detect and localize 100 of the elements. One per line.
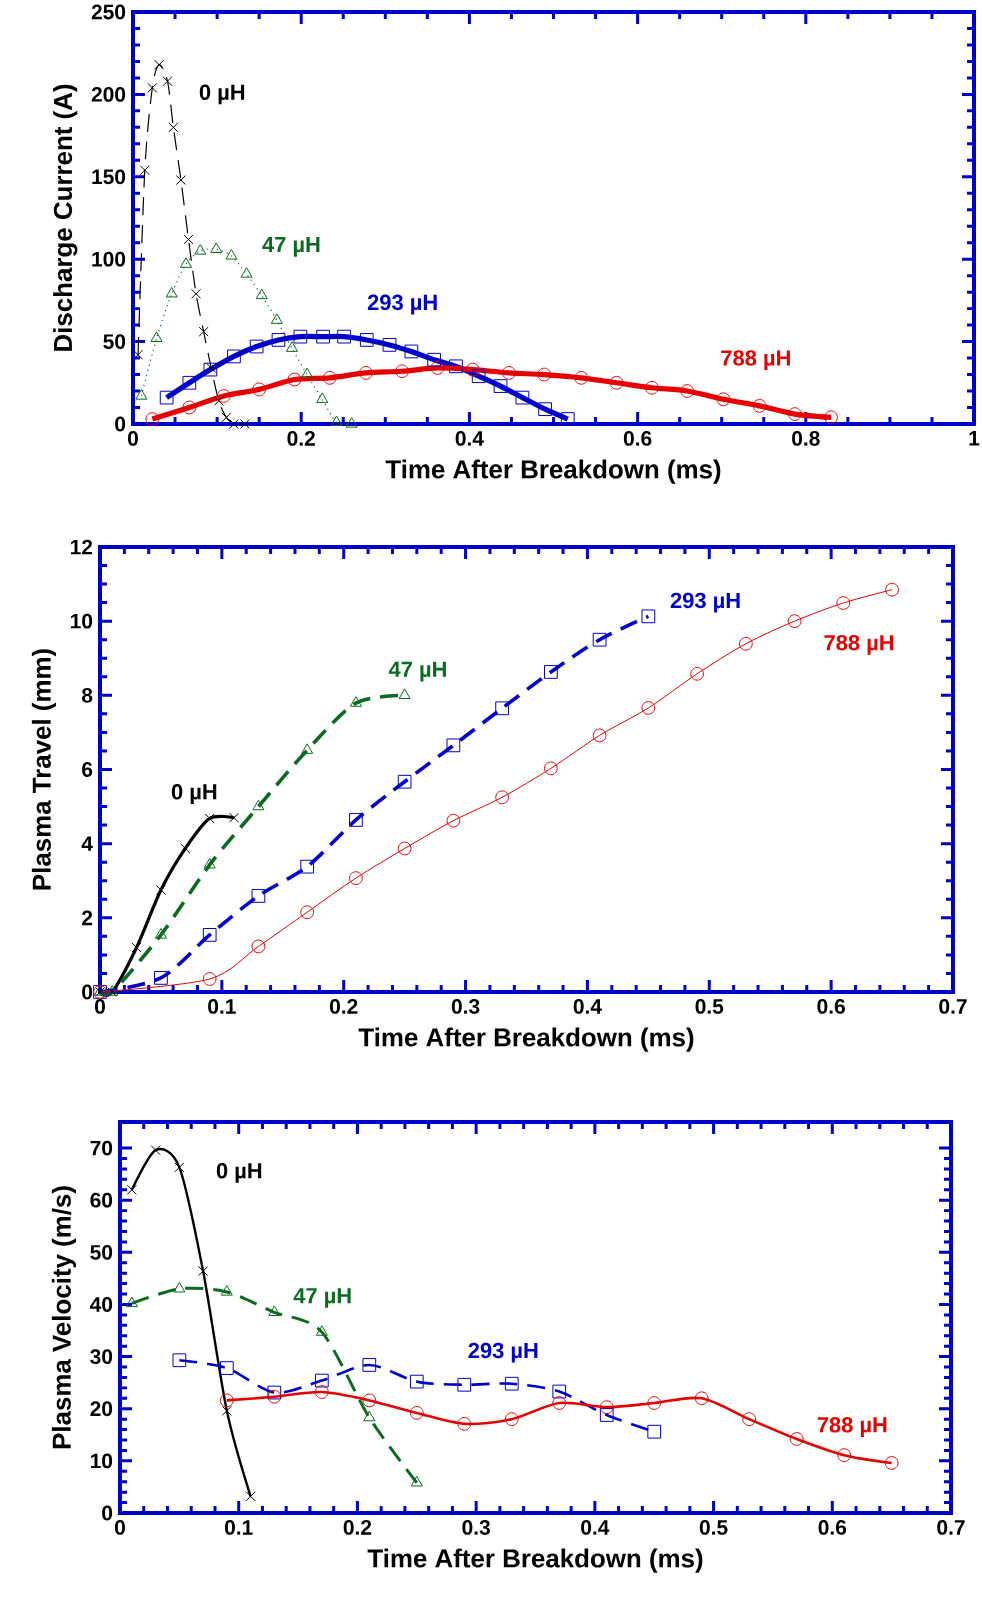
point <box>647 1396 662 1410</box>
x-tick-label: 1 <box>969 431 980 446</box>
point <box>404 344 419 359</box>
point <box>229 812 240 823</box>
point <box>446 813 461 828</box>
point <box>397 841 412 856</box>
point <box>647 1424 662 1439</box>
point <box>641 609 656 624</box>
y-tick-label: 4 <box>81 836 93 851</box>
point <box>349 813 363 827</box>
x-tick-label: 0.7 <box>937 1520 965 1535</box>
y-axis-title: Discharge Current (A) <box>53 84 78 351</box>
y-axis-title: Plasma Travel (mm) <box>31 649 57 890</box>
point <box>599 1400 614 1415</box>
x-tick-label: 0 <box>127 431 138 446</box>
point <box>552 1384 567 1399</box>
point <box>592 632 607 647</box>
point <box>172 1353 187 1368</box>
series-label: 0 µH <box>216 1162 262 1183</box>
point <box>552 1396 567 1410</box>
point <box>738 636 753 651</box>
point <box>203 362 218 377</box>
y-tick-label: 100 <box>92 251 126 267</box>
point <box>515 390 530 405</box>
y-tick-label: 20 <box>90 1401 113 1417</box>
point <box>884 1456 899 1470</box>
point <box>359 366 373 380</box>
point <box>267 1389 282 1404</box>
point <box>219 1361 234 1375</box>
point <box>221 1405 232 1416</box>
point <box>337 329 351 344</box>
y-tick-label: 10 <box>71 613 93 629</box>
y-tick-label: 12 <box>71 539 93 555</box>
point <box>301 743 314 754</box>
point <box>641 701 656 715</box>
x-axis-title: Time After Breakdown (ms) <box>358 1027 694 1052</box>
point <box>162 76 173 87</box>
point <box>694 1391 709 1406</box>
point <box>245 1491 256 1502</box>
point <box>191 288 202 299</box>
point <box>397 774 412 789</box>
point <box>446 738 461 753</box>
point <box>173 1281 186 1293</box>
point <box>133 349 144 360</box>
y-tick-label: 0 <box>115 416 126 432</box>
point <box>126 1184 137 1195</box>
point <box>537 367 552 382</box>
point <box>255 288 268 300</box>
series-label: 0 µH <box>199 84 245 105</box>
point <box>465 362 480 377</box>
point <box>449 359 463 374</box>
point <box>314 1385 329 1399</box>
x-tick-label: 0.8 <box>792 431 820 446</box>
point <box>204 813 215 824</box>
point <box>680 384 695 398</box>
x-tick-label: 0.1 <box>208 999 236 1014</box>
point <box>574 370 589 385</box>
point <box>183 234 194 245</box>
x-tick-label: 0.2 <box>343 1520 372 1535</box>
point <box>592 728 607 743</box>
point <box>175 175 186 186</box>
point <box>179 257 193 268</box>
point <box>502 366 516 380</box>
point <box>409 1374 424 1389</box>
y-tick-label: 70 <box>90 1140 113 1156</box>
series-label: 788 µH <box>817 1417 887 1437</box>
x-tick-label: 0.6 <box>817 999 845 1014</box>
point <box>125 1296 138 1308</box>
point <box>194 244 207 255</box>
point <box>349 696 362 707</box>
x-tick-label: 0.5 <box>699 1520 728 1535</box>
point <box>154 59 165 70</box>
point <box>382 338 397 352</box>
x-tick-label: 0.4 <box>455 431 484 446</box>
point <box>252 382 267 397</box>
x-axis-title: Time After Breakdown (ms) <box>367 1548 703 1573</box>
point <box>139 165 150 176</box>
point <box>300 905 315 920</box>
y-tick-label: 40 <box>90 1297 113 1312</box>
point <box>206 362 217 373</box>
series-label: 0 µH <box>171 784 217 804</box>
x-tick-label: 0.2 <box>329 999 358 1014</box>
point <box>788 407 802 421</box>
y-tick-label: 250 <box>91 4 126 20</box>
series-label: 788 µH <box>721 350 790 371</box>
point <box>147 82 158 93</box>
point <box>251 939 266 954</box>
point <box>471 369 486 384</box>
series-label: 293 µH <box>367 294 437 315</box>
point <box>362 1393 377 1408</box>
point <box>316 329 330 344</box>
point <box>135 389 148 400</box>
point <box>174 1162 185 1173</box>
point <box>645 380 659 395</box>
x-tick-label: 0.2 <box>287 431 315 446</box>
point <box>252 799 265 811</box>
y-tick-label: 10 <box>91 1453 113 1469</box>
y-axis-title: Plasma Velocity (m/s) <box>51 1186 77 1449</box>
point <box>495 790 509 805</box>
point <box>225 249 238 260</box>
